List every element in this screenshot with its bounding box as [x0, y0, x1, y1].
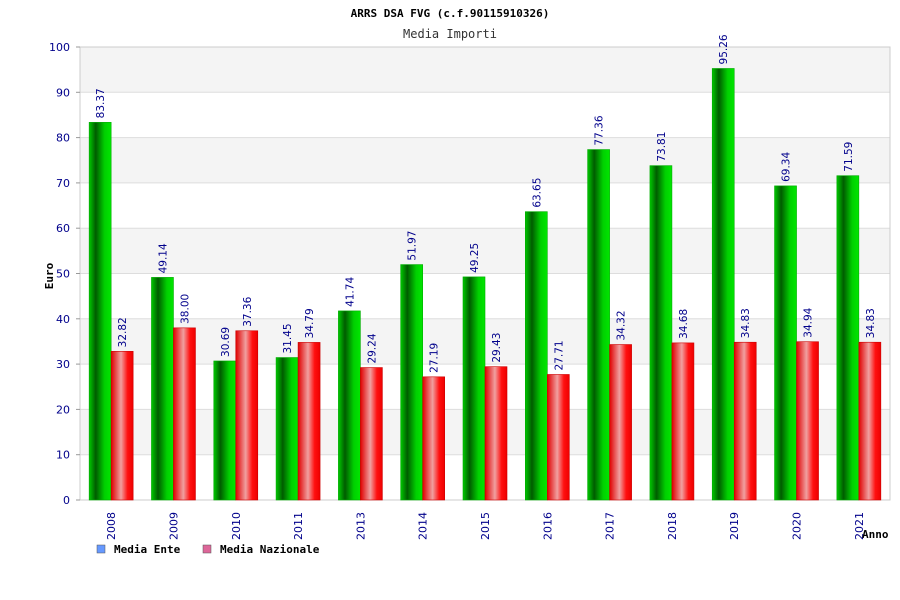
y-tick-label: 80: [56, 132, 70, 145]
bar-media-ente: [525, 211, 548, 501]
bar-media-ente: [462, 276, 486, 501]
bar-media-ente: [213, 360, 237, 501]
value-label: 31.45: [282, 323, 294, 353]
value-label: 63.65: [531, 178, 543, 208]
value-label: 37.36: [242, 296, 254, 326]
y-axis-ticks: 0 10 20 30 40 50 60 70 80 90 100: [49, 41, 80, 507]
value-label: 32.82: [117, 317, 129, 347]
bar-media-ente: [151, 277, 174, 501]
x-tick-label: 2013: [354, 512, 367, 540]
legend-label-media-ente: Media Ente: [114, 543, 181, 556]
value-label: 49.14: [157, 243, 169, 273]
bar-media-nazionale: [547, 374, 570, 501]
bar-media-ente: [711, 68, 735, 501]
y-tick-label: 100: [49, 41, 70, 54]
value-label: 49.25: [469, 243, 481, 273]
value-label: 34.79: [304, 308, 316, 338]
bar-media-ente: [649, 165, 673, 501]
bar-media-nazionale: [297, 342, 321, 501]
bar-media-ente: [774, 185, 797, 501]
value-labels: 83.37 32.82 49.14 38.00 30.69 37.36 31.45 34.79…: [95, 34, 877, 373]
chart-subtitle: Media Importi: [403, 27, 497, 41]
y-axis-label: Euro: [43, 262, 56, 289]
value-label: 34.83: [740, 308, 752, 338]
bar-media-nazionale: [422, 376, 445, 501]
value-label: 34.68: [678, 309, 690, 339]
bar-media-nazionale: [796, 341, 819, 501]
value-label: 29.43: [491, 333, 503, 363]
x-tick-label: 2018: [666, 512, 679, 540]
legend: Media Ente Media Nazionale: [96, 543, 320, 556]
plot-band: [80, 92, 890, 138]
value-label: 30.69: [220, 327, 232, 357]
x-tick-label: 2015: [479, 512, 492, 540]
plot-band: [80, 228, 890, 274]
value-label: 27.71: [553, 340, 565, 370]
value-label: 29.24: [366, 333, 378, 363]
bar-media-nazionale: [235, 330, 259, 501]
value-label: 34.94: [803, 307, 815, 337]
y-tick-label: 30: [56, 358, 70, 371]
bar-media-ente: [88, 122, 112, 501]
value-label: 95.26: [718, 34, 730, 64]
x-axis-ticks: 2008 2009 2010 2011 2013 2014 2015 2016 2017 2018…: [105, 512, 866, 540]
chart-title: ARRS DSA FVG (c.f.90115910326): [351, 7, 550, 20]
bar-media-nazionale: [484, 366, 508, 501]
bar-media-nazionale: [110, 351, 134, 501]
bar-media-nazionale: [671, 342, 695, 501]
legend-swatch-media-ente: [96, 544, 106, 554]
bar-media-ente: [587, 149, 610, 501]
y-tick-label: 20: [56, 403, 70, 416]
value-label: 73.81: [656, 132, 668, 162]
bar-media-nazionale: [173, 327, 196, 501]
y-tick-label: 50: [56, 268, 70, 281]
value-label: 27.19: [429, 343, 441, 373]
value-label: 83.37: [95, 88, 107, 118]
y-tick-label: 0: [63, 494, 70, 507]
value-label: 34.32: [616, 310, 628, 340]
x-tick-label: 2009: [167, 512, 180, 540]
x-tick-label: 2011: [292, 512, 305, 540]
x-tick-label: 2019: [728, 512, 741, 540]
x-axis-label: Anno: [862, 528, 889, 541]
bar-media-ente: [275, 357, 299, 501]
value-label: 41.74: [344, 277, 356, 307]
legend-label-media-nazionale: Media Nazionale: [220, 543, 320, 556]
bar-media-nazionale: [858, 341, 882, 501]
value-label: 38.00: [179, 294, 191, 324]
value-label: 69.34: [781, 152, 793, 182]
bar-media-nazionale: [609, 344, 632, 501]
bar-media-nazionale: [360, 367, 383, 501]
bars-group: [88, 68, 882, 501]
bar-media-ente: [338, 310, 361, 501]
plot-band: [80, 137, 890, 183]
value-label: 51.97: [407, 231, 419, 261]
legend-swatch-media-nazionale: [202, 544, 212, 554]
x-tick-label: 2010: [230, 512, 243, 540]
value-label: 71.59: [843, 142, 855, 172]
y-tick-label: 70: [56, 177, 70, 190]
bar-media-nazionale: [733, 341, 757, 501]
x-tick-label: 2017: [604, 512, 617, 540]
x-tick-label: 2020: [791, 512, 804, 540]
x-tick-label: 2008: [105, 512, 118, 540]
value-label: 77.36: [594, 115, 606, 145]
x-tick-label: 2014: [417, 512, 430, 540]
y-tick-label: 10: [56, 449, 70, 462]
plot-band: [80, 182, 890, 229]
value-label: 34.83: [865, 308, 877, 338]
y-tick-label: 60: [56, 222, 70, 235]
y-tick-label: 90: [56, 86, 70, 99]
x-tick-label: 2016: [541, 512, 554, 540]
plot-band: [80, 47, 890, 93]
bar-media-ente: [836, 175, 860, 501]
x-tick-label: 2021: [853, 512, 866, 540]
bar-media-ente: [400, 264, 423, 501]
y-tick-label: 40: [56, 313, 70, 326]
